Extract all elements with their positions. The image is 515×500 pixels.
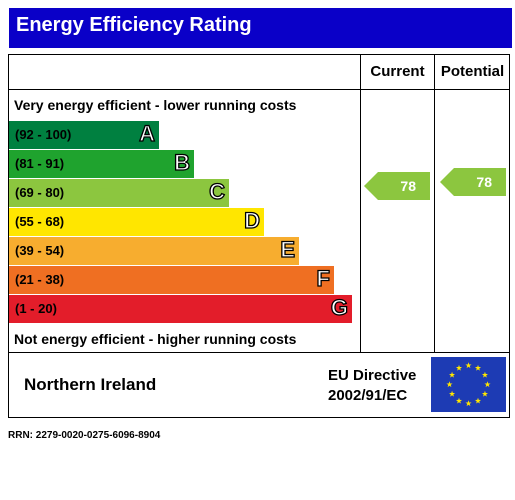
band-letter: F [316, 265, 331, 291]
star-icon [455, 364, 463, 371]
header-divider [360, 89, 510, 90]
band-f: (21 - 38) F [9, 265, 334, 294]
band-letter: D [243, 207, 260, 233]
star-icon [474, 364, 482, 371]
top-caption: Very energy efficient - lower running co… [14, 97, 297, 113]
eu-stars [446, 362, 491, 407]
band-letter: B [173, 149, 190, 175]
header-divider-left [8, 89, 360, 90]
title-bar [9, 8, 512, 48]
region-label: Northern Ireland [24, 375, 157, 394]
band-a: (92 - 100) A [9, 120, 159, 149]
eu-directive: EU Directive 2002/91/EC [328, 366, 416, 406]
band-letter: A [138, 120, 155, 146]
band-letter: E [280, 236, 296, 262]
rrn-number: RRN: 2279-0020-0275-6096-8904 [8, 430, 161, 441]
band-letter: C [208, 178, 225, 204]
star-icon [481, 371, 488, 378]
directive-line-1: EU Directive [328, 367, 417, 384]
rating-table [8, 54, 510, 353]
potential-rating-arrow: 78 [440, 168, 506, 196]
band-range: (55 - 68) [15, 214, 65, 229]
band-e: (39 - 54) E [9, 236, 299, 265]
column-header-current: Current [370, 63, 425, 80]
band-range: (92 - 100) [15, 127, 72, 142]
arrow-shape [364, 172, 430, 200]
band-range: (81 - 91) [15, 156, 65, 171]
band-g: (1 - 20) G [9, 294, 352, 323]
band-range: (21 - 38) [15, 272, 65, 287]
potential-rating-value: 78 [476, 174, 492, 190]
star-icon [474, 397, 482, 404]
column-header-potential: Potential [440, 63, 505, 80]
star-icon [465, 400, 472, 407]
column-divider-current [360, 54, 361, 353]
band-letter: G [330, 294, 348, 320]
bottom-caption: Not energy efficient - higher running co… [14, 331, 297, 347]
star-icon [446, 381, 453, 388]
arrow-shape [440, 168, 506, 196]
band-range: (1 - 20) [15, 301, 57, 316]
band-d: (55 - 68) D [9, 207, 264, 236]
band-range: (69 - 80) [15, 185, 65, 200]
star-icon [449, 390, 456, 397]
column-divider-potential [434, 54, 435, 353]
current-rating-value: 78 [400, 178, 416, 194]
star-icon [484, 381, 491, 388]
directive-line-2: 2002/91/EC [328, 387, 408, 404]
star-icon [455, 397, 463, 404]
star-icon [449, 371, 456, 378]
star-icon [465, 362, 472, 369]
star-icon [481, 390, 488, 397]
band-range: (39 - 54) [15, 243, 65, 258]
footer-box [8, 353, 510, 418]
page-title: Energy Efficiency Rating [16, 14, 252, 36]
band-b: (81 - 91) B [9, 149, 194, 178]
current-rating-arrow: 78 [364, 172, 430, 200]
band-c: (69 - 80) C [9, 178, 229, 207]
eu-flag-icon [431, 357, 506, 412]
